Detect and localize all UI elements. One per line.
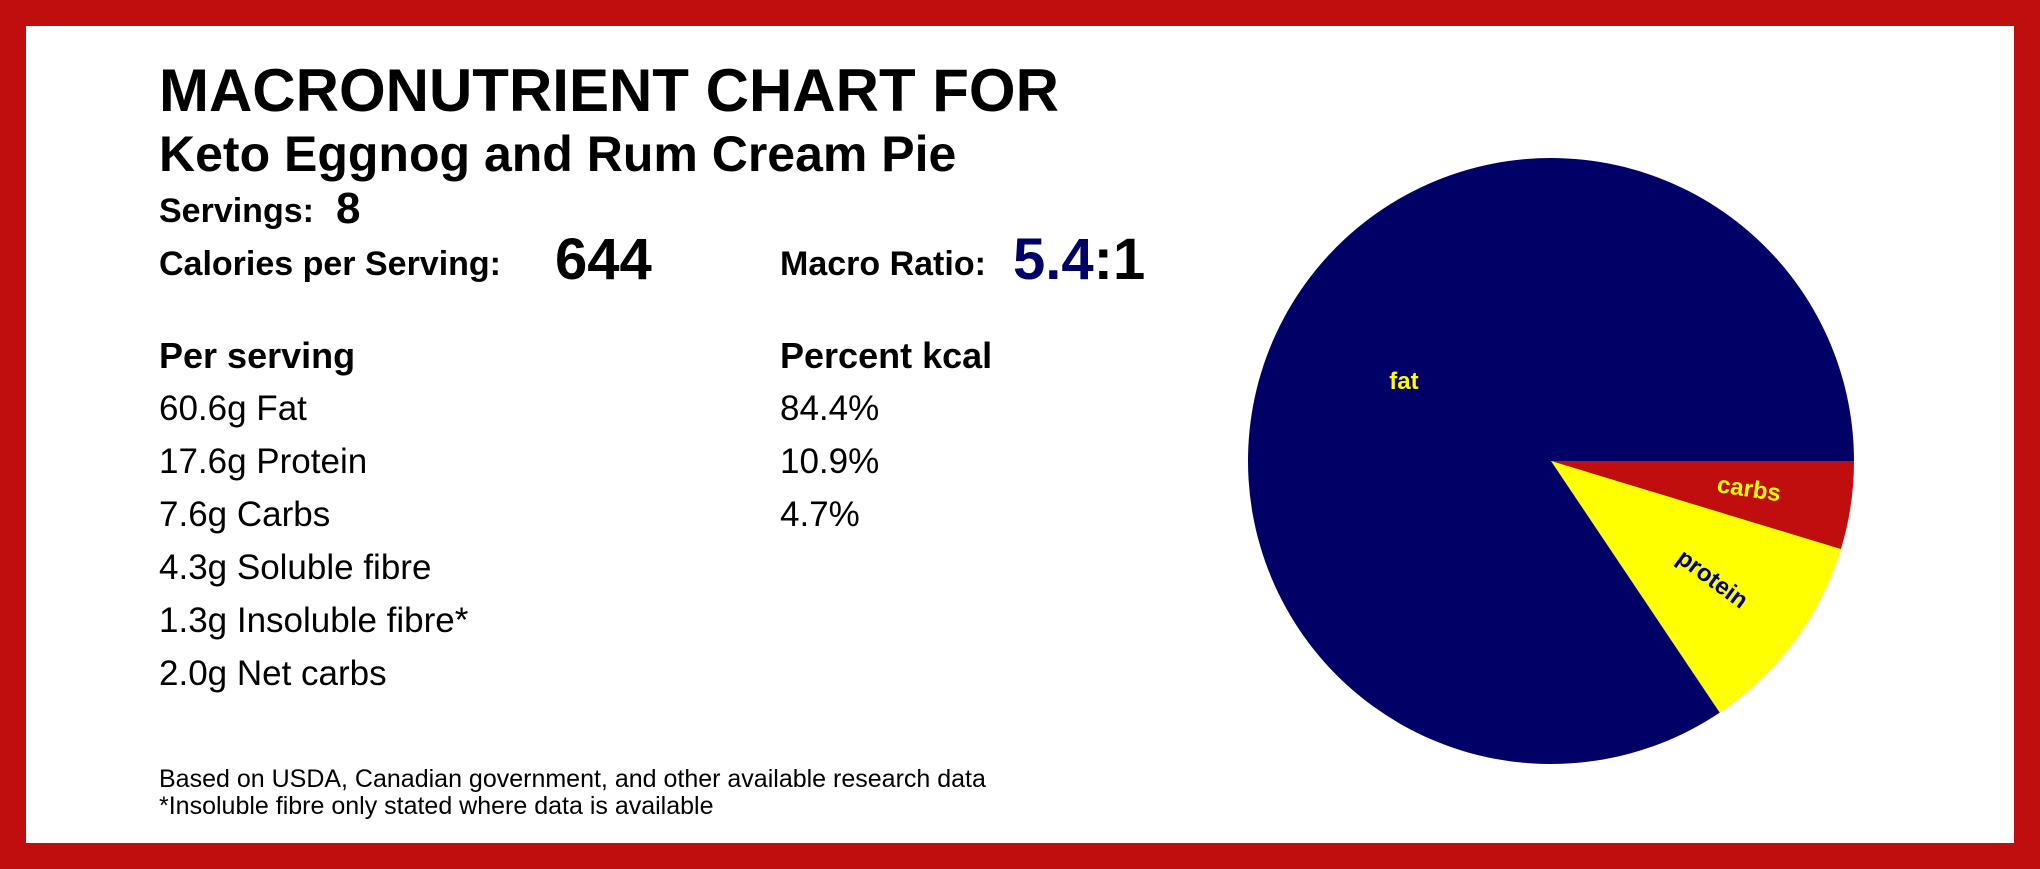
per-serving-item: 1.3g Insoluble fibre*: [159, 601, 469, 640]
title-line-1: MACRONUTRIENT CHART FOR: [159, 57, 1059, 124]
per-serving-heading: Per serving: [159, 335, 356, 376]
macro-ratio-value: 5.4:1: [1013, 226, 1145, 293]
percent-kcal-heading: Percent kcal: [780, 335, 993, 376]
footnote-source: Based on USDA, Canadian government, and …: [159, 765, 986, 793]
percent-kcal-item: 4.7%: [780, 495, 860, 534]
percent-kcal-item: 84.4%: [780, 389, 880, 428]
macro-ratio-suffix: :1: [1093, 227, 1146, 292]
footnote-insoluble: *Insoluble fibre only stated where data …: [159, 792, 714, 820]
pie-slice-protein: [1551, 461, 1841, 713]
pie-label-fat: fat: [1389, 368, 1418, 395]
per-serving-item: 4.3g Soluble fibre: [159, 548, 432, 587]
per-serving-item: 17.6g Protein: [159, 442, 368, 481]
pie-slice-fat: [1248, 157, 1854, 765]
per-serving-item: 7.6g Carbs: [159, 495, 331, 534]
calories-value: 644: [555, 227, 652, 292]
pie-slice-carbs: [1551, 461, 1854, 550]
macro-ratio-label: Macro Ratio:: [780, 245, 986, 283]
servings-value: 8: [336, 184, 361, 233]
recipe-title: Keto Eggnog and Rum Cream Pie: [159, 126, 957, 182]
percent-kcal-item: 10.9%: [780, 442, 880, 481]
macro-ratio-number: 5.4: [1013, 227, 1094, 292]
per-serving-item: 60.6g Fat: [159, 389, 307, 428]
servings-label: Servings:: [159, 192, 314, 230]
per-serving-item: 2.0g Net carbs: [159, 654, 387, 693]
calories-label: Calories per Serving:: [159, 245, 502, 283]
